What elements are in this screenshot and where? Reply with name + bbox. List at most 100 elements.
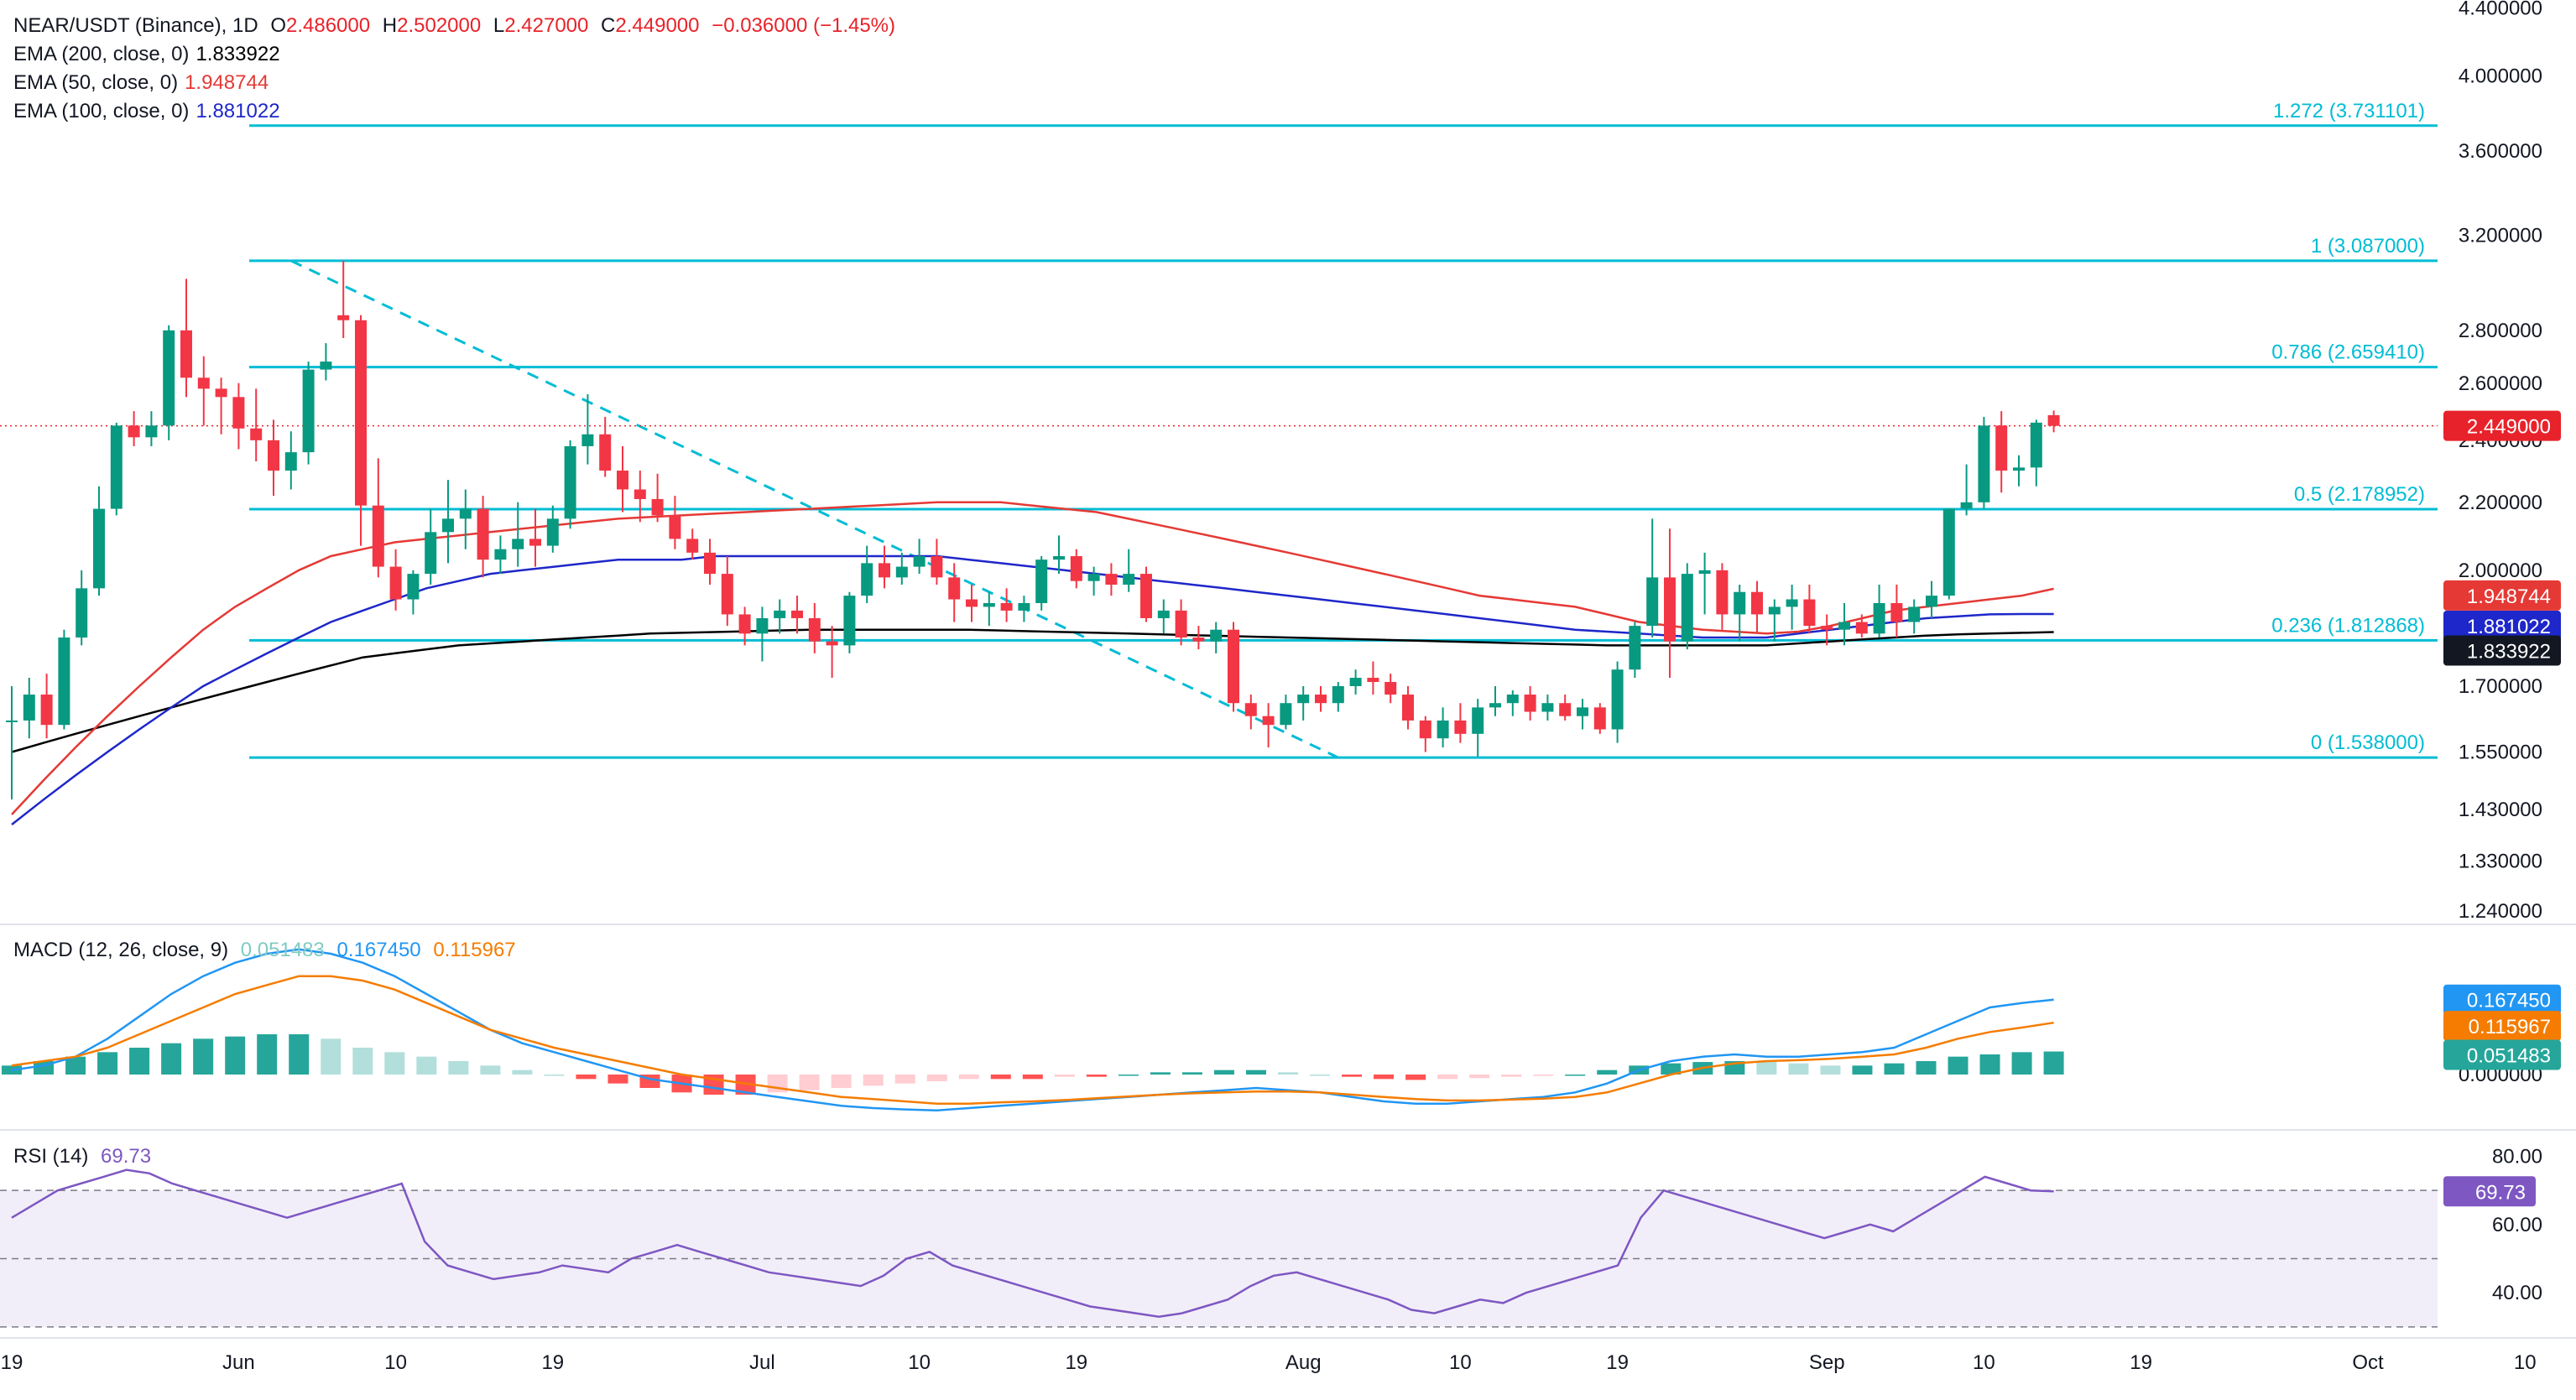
macd-histogram-bar <box>1916 1061 1937 1075</box>
ema100-legend[interactable]: EMA (100, close, 0) 1.881022 <box>13 97 287 126</box>
macd-line-value: 0.167450 <box>336 939 421 961</box>
close-value: 2.449000 <box>615 14 700 37</box>
candle-body <box>1437 720 1449 739</box>
candle-body <box>1367 678 1379 682</box>
candle-body <box>355 320 367 506</box>
macd-histogram-bar <box>1979 1054 2000 1075</box>
candle-body <box>250 428 263 440</box>
candle-body <box>1228 629 1239 704</box>
candle-body <box>1541 703 1554 712</box>
candle-body <box>791 610 803 618</box>
candle-body <box>617 471 628 490</box>
macd-histogram-bar <box>289 1034 310 1075</box>
candle-body <box>494 549 507 560</box>
time-tick-label: 10 <box>1973 1351 1995 1374</box>
candle-body <box>966 599 978 607</box>
macd-histogram-bar <box>2011 1052 2032 1075</box>
price-tick-label: 1.430000 <box>2459 799 2542 821</box>
low-label: L <box>493 14 505 37</box>
macd-histogram-bar <box>1374 1075 1395 1080</box>
candle-body <box>1908 606 1921 622</box>
candle-body <box>23 695 35 721</box>
candle-body <box>1890 602 1903 622</box>
rsi-legend[interactable]: RSI (14) 69.73 <box>13 1142 158 1171</box>
ema200-line <box>11 628 2054 753</box>
macd-legend[interactable]: MACD (12, 26, close, 9) 0.051483 0.16745… <box>13 936 523 965</box>
candle-body <box>1035 559 1048 603</box>
candle-body <box>1280 703 1292 726</box>
candle-body <box>407 574 420 600</box>
macd-histogram-bar <box>65 1056 86 1075</box>
rsi-line <box>11 1168 2054 1318</box>
candle-body <box>1716 570 1729 615</box>
macd-histogram-bar <box>607 1075 628 1084</box>
change-value: −0.036000 (−1.45%) <box>712 14 896 37</box>
macd-histogram-bar <box>1213 1070 1234 1075</box>
candle-body <box>1157 610 1170 618</box>
candle-body <box>808 617 821 642</box>
time-tick-label: 19 <box>1 1351 23 1374</box>
candle-body <box>1559 703 1572 716</box>
candle-body <box>320 362 332 370</box>
candle-body <box>529 539 541 546</box>
rsi-band-background <box>0 1190 2438 1327</box>
macd-histogram-bar <box>448 1061 469 1075</box>
candle-body <box>389 566 402 600</box>
candle-body <box>1402 695 1414 721</box>
candle-body <box>1768 606 1781 615</box>
candle-body <box>58 637 70 726</box>
macd-histogram-bar <box>2043 1051 2064 1075</box>
time-tick-label: 10 <box>908 1351 931 1374</box>
candle-body <box>1210 629 1223 642</box>
macd-histogram-bar <box>161 1043 182 1075</box>
symbol-title[interactable]: NEAR/USDT (Binance), 1D <box>13 14 258 37</box>
ema50-value: 1.948744 <box>185 71 269 94</box>
macd-histogram-bar <box>1852 1065 1873 1075</box>
candle-body <box>738 614 751 634</box>
time-tick-label: 10 <box>384 1351 407 1374</box>
high-value: 2.502000 <box>397 14 482 37</box>
candle-body <box>302 369 315 453</box>
candle-body <box>1175 610 1187 638</box>
price-tick-label: 2.000000 <box>2459 559 2542 582</box>
price-tick-label: 2.600000 <box>2459 372 2542 395</box>
macd-histogram-bar <box>129 1048 150 1075</box>
candle-body <box>651 498 664 516</box>
macd-histogram-bar <box>894 1075 915 1084</box>
candle-body <box>861 563 873 596</box>
macd-badge-macd: 0.167450 <box>2467 990 2551 1012</box>
time-tick-label: Aug <box>1285 1351 1322 1374</box>
ema50-line <box>11 501 2054 815</box>
open-value: 2.486000 <box>286 14 371 37</box>
macd-badge-signal: 0.115967 <box>2469 1016 2551 1038</box>
ema200-legend[interactable]: EMA (200, close, 0) 1.833922 <box>13 40 287 69</box>
candle-body <box>163 330 175 426</box>
macd-histogram-bar <box>1310 1075 1331 1076</box>
candle-body <box>564 445 576 519</box>
candle-body <box>983 602 995 607</box>
macd-histogram-bar <box>416 1056 437 1075</box>
candle-body <box>581 434 594 446</box>
price-badge-ema200: 1.833922 <box>2467 641 2551 664</box>
candle-body <box>180 330 192 378</box>
candle-body <box>1960 502 1973 509</box>
candle-body <box>1524 695 1536 712</box>
macd-histogram-bar <box>1086 1075 1107 1077</box>
candle-body <box>268 440 279 471</box>
time-tick-label: 19 <box>1065 1351 1087 1374</box>
macd-histogram-bar <box>1469 1075 1490 1079</box>
candle-body <box>1803 599 1816 627</box>
candle-body <box>425 532 437 575</box>
candle-body <box>669 515 681 539</box>
ema50-legend[interactable]: EMA (50, close, 0) 1.948744 <box>13 69 275 97</box>
candle-body <box>145 425 158 438</box>
fib-level-label: 0.786 (2.659410) <box>2271 341 2425 364</box>
ema100-label: EMA (100, close, 0) <box>13 100 190 122</box>
candle-body <box>1942 508 1955 596</box>
candle-body <box>215 388 227 398</box>
candle-body <box>1629 626 1641 670</box>
candle-body <box>6 720 18 722</box>
macd-histogram-bar <box>321 1038 342 1075</box>
macd-histogram-bar <box>193 1038 214 1075</box>
candle-body <box>1315 695 1327 704</box>
